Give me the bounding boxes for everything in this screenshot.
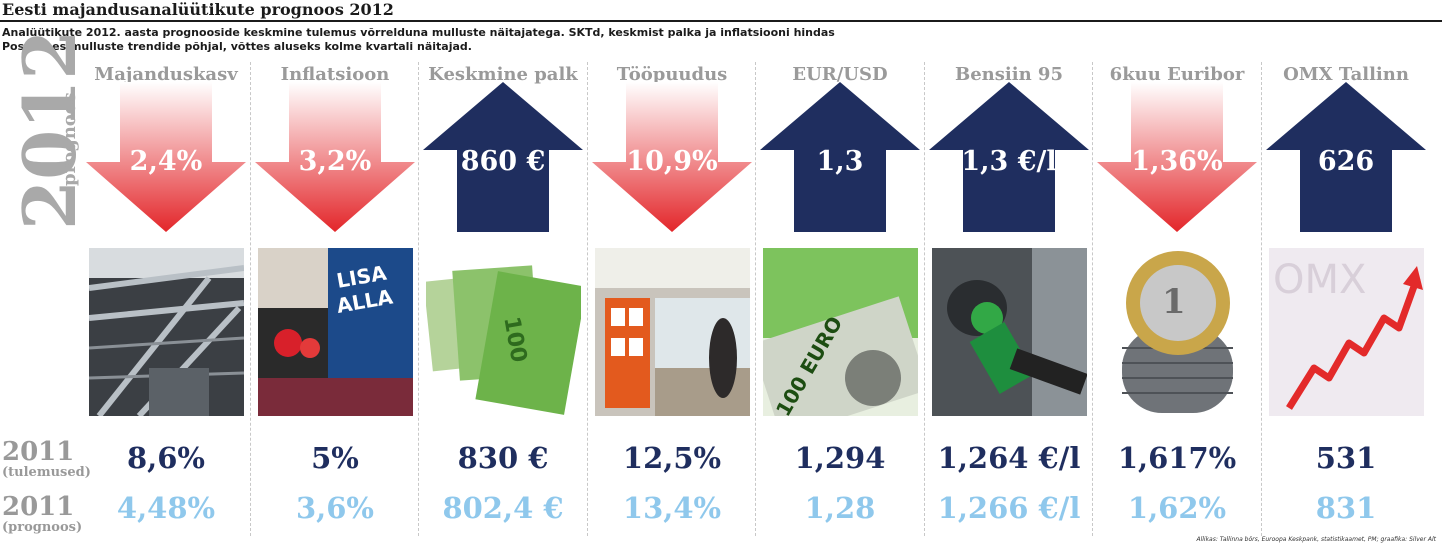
page-title: Eesti majandusanalüütikute prognoos 2012 [0, 0, 1442, 22]
down-arrow-icon [1097, 82, 1257, 232]
row-label-sub: (prognoos) [2, 520, 83, 535]
indicator-column: 6kuu Euribor 1,36% 1 1,617% 1,62% [1093, 60, 1261, 546]
indicator-name: OMX Tallinn [1283, 64, 1409, 85]
result-2011-value: 1,294 [794, 441, 886, 475]
forecast-2011-value: 1,62% [1127, 491, 1227, 525]
arrow-shape [1097, 82, 1257, 232]
forecast-2012-value: 626 [1317, 146, 1375, 177]
down-arrow-icon [592, 82, 752, 232]
arrow-shape [929, 82, 1089, 232]
row-label-sub: (tulemused) [2, 465, 91, 480]
column-separator [250, 62, 251, 536]
indicator-name: Majanduskasv [94, 64, 238, 85]
arrow-shape [255, 82, 415, 232]
indicator-name: Tööpuudus [616, 64, 728, 85]
column-separator [1092, 62, 1093, 536]
column-separator [755, 62, 756, 536]
indicator-name: EUR/USD [792, 64, 888, 85]
forecast-2011-value: 831 [1315, 491, 1377, 525]
row-label-2011-results: 2011 (tulemused) [2, 438, 91, 480]
up-arrow-icon [929, 82, 1089, 232]
row-label-2011-forecast: 2011 (prognoos) [2, 493, 82, 535]
forecast-2012-value: 1,3 [816, 146, 864, 177]
forecast-2011-value: 3,6% [295, 491, 374, 525]
up-arrow-icon [1266, 82, 1426, 232]
indicator-column: Keskmine palk 860 € 100 830 € 802,4 € [419, 60, 587, 546]
indicator-name: 6kuu Euribor [1109, 64, 1245, 85]
indicator-column: Bensiin 95 1,3 €/l 1,264 €/l 1,266 €/l [925, 60, 1093, 546]
forecast-2011-value: 13,4% [622, 491, 722, 525]
arrow-shape [86, 82, 246, 232]
svg-text:OMX: OMX [1273, 257, 1366, 303]
result-2011-value: 1,264 €/l [937, 441, 1081, 475]
forecast-2011-value: 4,48% [116, 491, 216, 525]
euro-dollar-notes-photo: 100 EURO [763, 248, 918, 416]
forecast-2012-value: 860 € [460, 146, 546, 177]
result-2011-value: 830 € [457, 441, 549, 475]
indicator-name: Bensiin 95 [955, 64, 1063, 85]
forecast-2012-value: 3,2% [298, 146, 372, 177]
column-separator [418, 62, 419, 536]
arrow-shape [760, 82, 920, 232]
indicator-name: Inflatsioon [280, 64, 390, 85]
page-subtitle: Analüütikute 2012. aasta prognooside kes… [2, 26, 835, 53]
source-note: Allikas: Tallinna börs, Euroopa Keskpank… [1196, 536, 1436, 543]
result-2011-value: 531 [1315, 441, 1377, 475]
down-arrow-icon [255, 82, 415, 232]
indicator-name: Keskmine palk [428, 64, 578, 85]
sale-store-photo: LISA ALLA [258, 248, 413, 416]
result-2011-value: 8,6% [126, 441, 205, 475]
row-label-year: 2011 [2, 492, 75, 522]
result-2011-value: 1,617% [1117, 441, 1237, 475]
indicator-column: Majanduskasv 2,4% 8,6% 4,48% [82, 60, 250, 546]
column-separator [1261, 62, 1262, 536]
down-arrow-icon [86, 82, 246, 232]
unemployment-office-photo [595, 248, 750, 416]
up-arrow-icon [423, 82, 583, 232]
indicator-column: OMX Tallinn 626 OMX 531 831 [1262, 60, 1430, 546]
indicator-column: EUR/USD 1,3 100 EURO 1,294 1,28 [756, 60, 924, 546]
arrow-shape [423, 82, 583, 232]
forecast-2011-value: 1,266 €/l [937, 491, 1081, 525]
indicator-column: Tööpuudus 10,9% 12,5% 13,4% [588, 60, 756, 546]
forecast-2011-value: 802,4 € [442, 491, 564, 525]
forecast-2012-value: 10,9% [626, 146, 718, 177]
result-2011-value: 12,5% [622, 441, 722, 475]
result-2011-value: 5% [311, 441, 359, 475]
row-label-year: 2011 [2, 437, 75, 467]
column-separator [587, 62, 588, 536]
forecast-2012-value: 1,36% [1131, 146, 1223, 177]
forecast-2012-value: 1,3 €/l [961, 146, 1057, 177]
fuel-nozzle-photo [932, 248, 1087, 416]
omx-rising-chart-photo: OMX [1269, 248, 1424, 416]
euro-banknotes-photo: 100 [426, 248, 581, 416]
industrial-pipes-photo [89, 248, 244, 416]
column-separator [924, 62, 925, 536]
indicator-column: Inflatsioon 3,2% LISA ALLA 5% 3,6% [251, 60, 419, 546]
forecast-2012-value: 2,4% [129, 146, 203, 177]
forecast-2011-value: 1,28 [804, 491, 876, 525]
up-arrow-icon [760, 82, 920, 232]
arrow-shape [1266, 82, 1426, 232]
svg-text:1: 1 [1162, 282, 1186, 322]
side-prognoos-label: prognoos [59, 92, 80, 186]
arrow-shape [592, 82, 752, 232]
euro-coin-stack-photo: 1 [1100, 248, 1255, 416]
